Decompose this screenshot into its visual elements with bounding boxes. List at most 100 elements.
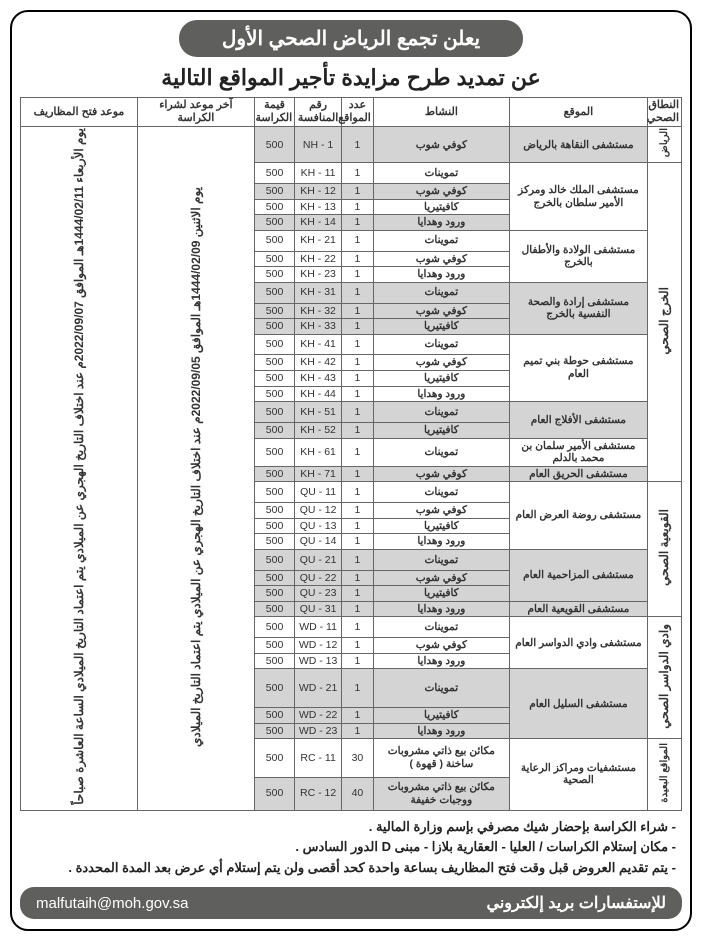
ref-cell: KH - 51: [295, 402, 342, 423]
price-cell: 500: [254, 303, 294, 319]
count-cell: 1: [341, 371, 373, 387]
count-cell: 1: [341, 355, 373, 371]
price-cell: 500: [254, 371, 294, 387]
ref-cell: QU - 11: [295, 482, 342, 503]
ref-cell: KH - 12: [295, 184, 342, 200]
announcement-page: يعلن تجمع الرياض الصحي الأول عن تمديد طر…: [10, 10, 692, 931]
count-cell: 1: [341, 653, 373, 669]
price-cell: 500: [254, 708, 294, 724]
col-count: عدد المواقع: [341, 98, 373, 127]
ref-cell: KH - 14: [295, 215, 342, 231]
ref-cell: QU - 12: [295, 503, 342, 519]
activity-cell: تموينات: [373, 549, 509, 570]
price-cell: 500: [254, 586, 294, 602]
ref-cell: KH - 41: [295, 334, 342, 355]
location-cell: مستشفى الحريق العام: [509, 466, 647, 482]
ref-cell: KH - 71: [295, 466, 342, 482]
col-location: الموقع: [509, 98, 647, 127]
activity-cell: تموينات: [373, 617, 509, 638]
activity-cell: تموينات: [373, 230, 509, 251]
activity-cell: تموينات: [373, 334, 509, 355]
activity-cell: كوفي شوب: [373, 184, 509, 200]
count-cell: 1: [341, 518, 373, 534]
ref-cell: QU - 21: [295, 549, 342, 570]
price-cell: 500: [254, 482, 294, 503]
count-cell: 1: [341, 423, 373, 439]
ref-cell: KH - 52: [295, 423, 342, 439]
ref-cell: KH - 31: [295, 282, 342, 303]
activity-cell: ورود وهدايا: [373, 723, 509, 739]
count-cell: 1: [341, 617, 373, 638]
ref-cell: WD - 13: [295, 653, 342, 669]
location-cell: مستشفى الأفلاج العام: [509, 402, 647, 438]
ref-cell: WD - 23: [295, 723, 342, 739]
ref-cell: WD - 21: [295, 669, 342, 708]
price-cell: 500: [254, 503, 294, 519]
last-buy-cell: يوم الاثنين 1444/02/09هـ الموافق 2022/09…: [137, 127, 254, 810]
count-cell: 1: [341, 282, 373, 303]
price-cell: 500: [254, 653, 294, 669]
count-cell: 1: [341, 199, 373, 215]
activity-cell: ورود وهدايا: [373, 386, 509, 402]
col-activity: النشاط: [373, 98, 509, 127]
count-cell: 1: [341, 570, 373, 586]
header-banner: يعلن تجمع الرياض الصحي الأول: [179, 20, 523, 57]
price-cell: 500: [254, 386, 294, 402]
location-cell: مستشفى السليل العام: [509, 669, 647, 739]
ref-cell: RC - 12: [295, 777, 342, 810]
activity-cell: مكائن بيع ذاتي مشروبات ساخنة ( قهوة ): [373, 739, 509, 777]
count-cell: 1: [341, 503, 373, 519]
ref-cell: KH - 11: [295, 163, 342, 184]
table-row: الرياضمستشفى النقاهة بالرياضكوفي شوب1NH …: [21, 127, 682, 163]
count-cell: 40: [341, 777, 373, 810]
col-lastbuy: آخر موعد لشراء الكراسة: [137, 98, 254, 127]
note-line: - يتم تقديم العروض قبل وقت فتح المظاريف …: [20, 858, 676, 879]
price-cell: 500: [254, 319, 294, 335]
activity-cell: كوفي شوب: [373, 251, 509, 267]
ref-cell: KH - 61: [295, 438, 342, 466]
count-cell: 1: [341, 438, 373, 466]
activity-cell: تموينات: [373, 669, 509, 708]
ref-cell: KH - 22: [295, 251, 342, 267]
price-cell: 500: [254, 334, 294, 355]
price-cell: 500: [254, 215, 294, 231]
count-cell: 1: [341, 230, 373, 251]
ref-cell: WD - 11: [295, 617, 342, 638]
region-cell: وادي الدواسر الصحي: [648, 617, 682, 739]
activity-cell: مكائن بيع ذاتي مشروبات ووجبات خفيفة: [373, 777, 509, 810]
activity-cell: ورود وهدايا: [373, 215, 509, 231]
activity-cell: كافيتيريا: [373, 518, 509, 534]
count-cell: 1: [341, 127, 373, 163]
location-cell: مستشفى روضة العرض العام: [509, 482, 647, 550]
ref-cell: WD - 22: [295, 708, 342, 724]
price-cell: 500: [254, 739, 294, 777]
ref-cell: NH - 1: [295, 127, 342, 163]
count-cell: 1: [341, 601, 373, 617]
count-cell: 1: [341, 638, 373, 654]
col-price: قيمة الكراسة: [254, 98, 294, 127]
table-body: الرياضمستشفى النقاهة بالرياضكوفي شوب1NH …: [21, 127, 682, 810]
location-cell: مستشفى الولادة والأطفال بالخرج: [509, 230, 647, 282]
ref-cell: WD - 12: [295, 638, 342, 654]
notes-block: - شراء الكراسة بإحضار شيك مصرفي بإسم وزا…: [20, 817, 682, 879]
activity-cell: كافيتيريا: [373, 199, 509, 215]
count-cell: 1: [341, 303, 373, 319]
count-cell: 1: [341, 319, 373, 335]
activity-cell: كوفي شوب: [373, 503, 509, 519]
count-cell: 1: [341, 669, 373, 708]
location-cell: مستشفى إرادة والصحة النفسية بالخرج: [509, 282, 647, 334]
activity-cell: كافيتيريا: [373, 371, 509, 387]
count-cell: 1: [341, 534, 373, 550]
col-opendate: موعد فتح المظاريف: [21, 98, 138, 127]
activity-cell: تموينات: [373, 163, 509, 184]
ref-cell: KH - 32: [295, 303, 342, 319]
price-cell: 500: [254, 617, 294, 638]
activity-cell: كوفي شوب: [373, 127, 509, 163]
col-region: النطاق الصحي: [648, 98, 682, 127]
count-cell: 1: [341, 708, 373, 724]
price-cell: 500: [254, 534, 294, 550]
ref-cell: QU - 23: [295, 586, 342, 602]
activity-cell: تموينات: [373, 402, 509, 423]
location-cell: مستشفى حوطة بني تميم العام: [509, 334, 647, 402]
location-cell: مستشفى وادي الدواسر العام: [509, 617, 647, 669]
